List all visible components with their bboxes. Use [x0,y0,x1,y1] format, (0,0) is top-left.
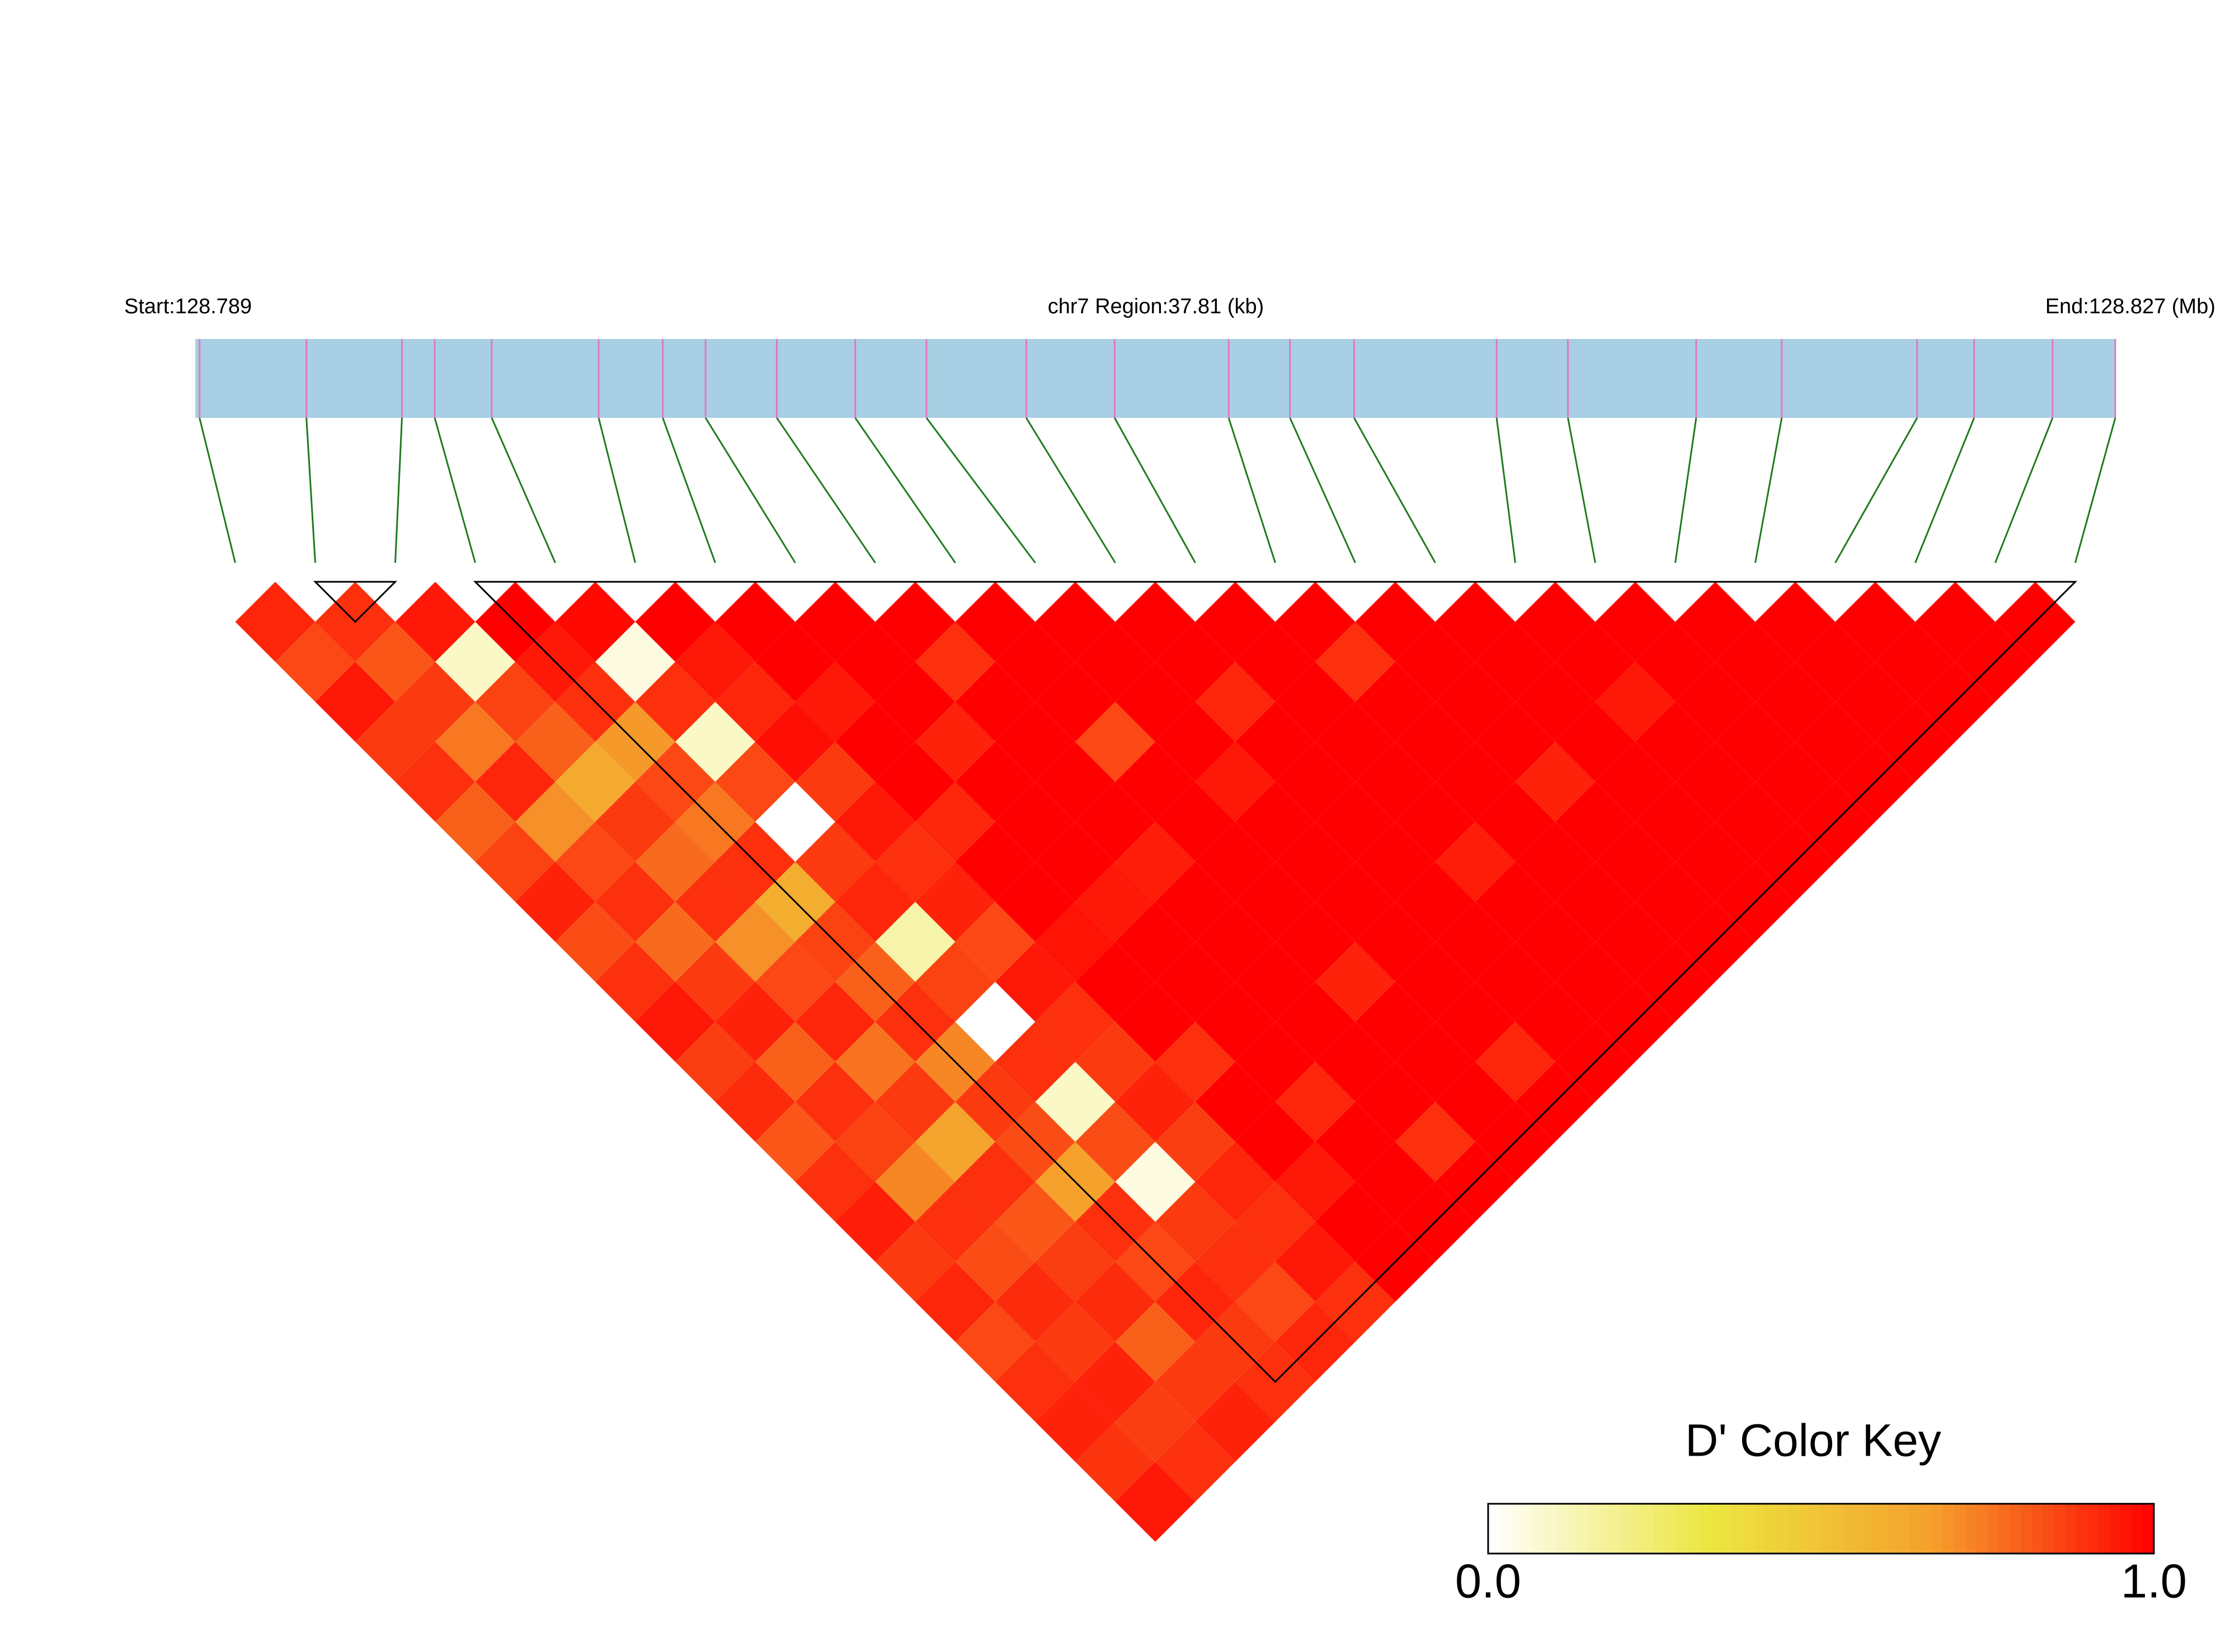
snp-link [1567,417,1596,563]
colorbar-step [2109,1504,2121,1554]
colorbar-step [2076,1504,2088,1554]
snp-link [491,417,556,563]
colorbar-step [2065,1504,2077,1554]
snp-link [1674,417,1697,563]
snp-link [1834,417,1918,563]
snp-link [2074,417,2116,563]
snp-link [1914,417,1975,563]
colorbar-step [1787,1504,1800,1554]
colorbar-step [1965,1504,1977,1554]
chart-title: chr7 Region:37.81 (kb) [1048,295,1264,318]
colorbar-step [1754,1504,1766,1554]
colorbar-step [1532,1504,1544,1554]
colorbar-step [1488,1504,1500,1554]
colorbar-step [1876,1504,1888,1554]
colorbar-step [1698,1504,1711,1554]
colorbar-step [1544,1504,1555,1554]
snp-link [925,417,1036,563]
colorbar-step [2043,1504,2055,1554]
colorbar-step [2010,1504,2021,1554]
ld-block [473,581,2078,1383]
snp-link [199,417,236,563]
colorbar-step [1776,1504,1789,1554]
colorbar-tick-label: 1.0 [2121,1555,2187,1608]
region-bar [195,339,2115,418]
colorbar-step [1510,1504,1522,1554]
colorbar-step [1921,1504,1933,1554]
snp-link [1495,417,1516,563]
colorbar-title: D' Color Key [1685,1415,1941,1466]
ld-block [313,581,398,623]
colorbar-step [2098,1504,2110,1554]
colorbar-step [1521,1504,1533,1554]
colorbar-step [1688,1504,1700,1554]
colorbar-step [1843,1504,1855,1554]
snp-link [1025,417,1116,563]
snp-link [1994,417,2054,563]
snp-link [662,417,716,563]
colorbar-step [1954,1504,1966,1554]
colorbar-step [1654,1504,1667,1554]
snp-link [1289,417,1356,563]
snp-link [597,417,636,563]
colorbar-step [1909,1504,1922,1554]
end-label: End:128.827 (Mb) [2045,295,2215,318]
colorbar-step [1854,1504,1866,1554]
colorbar-step [1621,1504,1633,1554]
colorbar-step [2132,1504,2143,1554]
snp-link [305,417,316,563]
snp-link [1114,417,1196,563]
colorbar-step [2087,1504,2099,1554]
colorbar-step [1565,1504,1578,1554]
colorbar-step [1599,1504,1611,1554]
colorbar-step [1821,1504,1833,1554]
colorbar-step [1643,1504,1655,1554]
colorbar-step [1976,1504,1988,1554]
colorbar-step [1898,1504,1911,1554]
snp-link [776,417,876,563]
colorbar-step [2120,1504,2133,1554]
colorbar-step [1799,1504,1810,1554]
colorbar-step [2054,1504,2066,1554]
colorbar-step [2031,1504,2044,1554]
colorbar-step [1998,1504,2010,1554]
start-label: Start:128.789 [124,295,252,318]
snp-link [1227,417,1276,563]
colorbar-step [1665,1504,1677,1554]
colorbar-step [1588,1504,1600,1554]
colorbar-step [1743,1504,1755,1554]
colorbar-step [1610,1504,1622,1554]
colorbar-step [1577,1504,1589,1554]
colorbar-step [1832,1504,1844,1554]
colorbar-step [1987,1504,1999,1554]
colorbar-step [1888,1504,1899,1554]
colorbar-step [1677,1504,1688,1554]
colorbar-step [1632,1504,1644,1554]
colorbar-step [1732,1504,1744,1554]
colorbar-step [1943,1504,1955,1554]
snp-link [1353,417,1436,563]
colorbar-step [1555,1504,1566,1554]
snp-link [434,417,476,563]
snp-link [1754,417,1783,563]
colorbar-step [2021,1504,2032,1554]
colorbar-frame [1487,1503,2155,1555]
snp-link [854,417,956,563]
colorbar-step [1810,1504,1822,1554]
colorbar-step [1499,1504,1511,1554]
snp-link [704,417,796,563]
snp-link [394,417,403,563]
colorbar-step [2143,1504,2154,1554]
colorbar-step [1721,1504,1733,1554]
colorbar-tick-label: 0.0 [1455,1555,1521,1608]
colorbar-step [1865,1504,1877,1554]
colorbar-step [1710,1504,1722,1554]
colorbar-step [1765,1504,1777,1554]
colorbar-step [1932,1504,1944,1554]
